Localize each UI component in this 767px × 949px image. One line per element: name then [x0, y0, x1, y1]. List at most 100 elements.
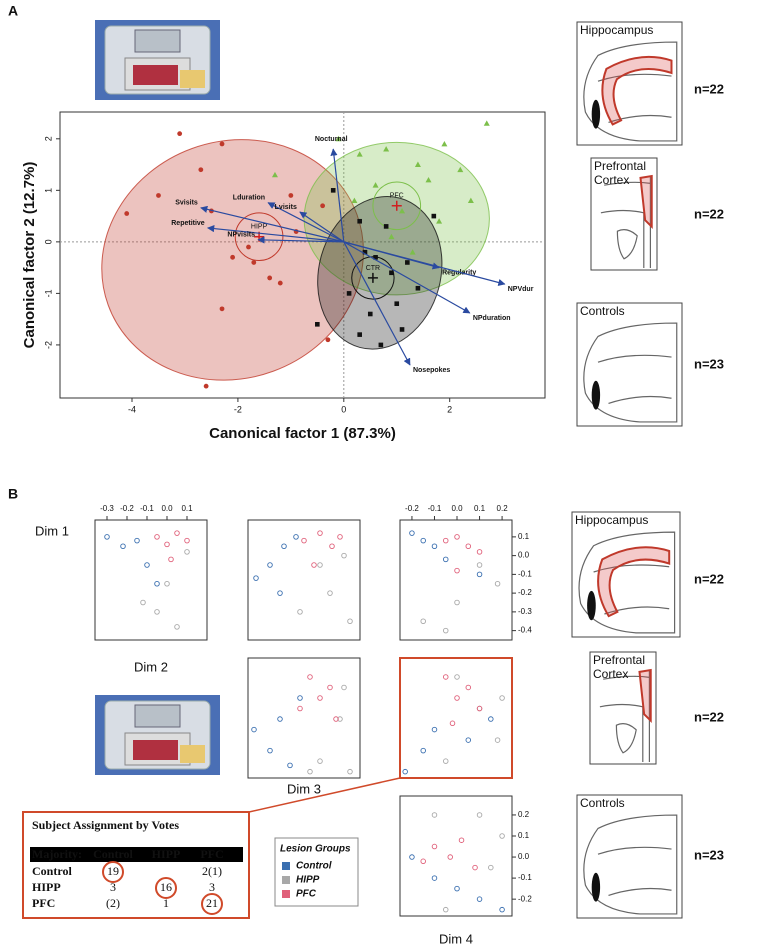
panel-frame — [399, 519, 513, 641]
point — [277, 590, 283, 596]
section-label: Hippocampus — [575, 513, 648, 527]
point — [297, 705, 303, 712]
point — [476, 549, 483, 555]
point — [120, 543, 126, 550]
section-label: Hippocampus — [580, 23, 653, 37]
group-label: CTR — [366, 265, 380, 272]
point — [454, 599, 460, 606]
y-tick-label: -1 — [43, 289, 53, 297]
point — [488, 716, 494, 722]
point — [483, 120, 490, 126]
plot-frame — [59, 111, 546, 399]
point — [164, 581, 170, 587]
point — [184, 537, 190, 544]
dim-label: Dim 1 — [35, 523, 69, 538]
point — [288, 193, 294, 198]
table-header: Control — [93, 847, 133, 861]
x-tick-label: 0.1 — [474, 504, 486, 513]
lesion-area — [598, 547, 669, 616]
loading-arrow — [267, 202, 345, 243]
point — [317, 530, 323, 536]
point — [372, 182, 379, 188]
point — [301, 537, 307, 544]
dim-label: Dim 2 — [134, 659, 168, 674]
point — [449, 720, 456, 727]
section-drawing — [601, 176, 652, 268]
y-tick-label: -0.2 — [518, 588, 532, 597]
point — [373, 255, 378, 260]
point — [476, 562, 483, 568]
table-box — [22, 811, 250, 919]
point — [347, 618, 353, 625]
point — [154, 609, 160, 615]
point — [357, 218, 362, 224]
mean-circle — [372, 181, 422, 231]
group-size: n=22 — [694, 571, 724, 586]
table-cell: 2(1) — [202, 864, 222, 878]
brain-section: Controls — [576, 794, 683, 919]
point — [402, 768, 408, 775]
point — [383, 224, 389, 229]
panel-frame — [94, 519, 208, 641]
point — [154, 534, 160, 540]
point — [431, 726, 438, 733]
point — [330, 188, 336, 193]
point — [357, 332, 362, 337]
y-tick-label: -0.4 — [518, 626, 532, 635]
x-axis-label: Canonical factor 1 (87.3%) — [209, 425, 396, 442]
point — [134, 537, 140, 544]
ventricle — [587, 590, 596, 621]
table-cell: Control — [32, 864, 72, 878]
point — [472, 864, 478, 871]
point — [499, 906, 505, 913]
point — [156, 193, 161, 198]
mean-cross — [391, 200, 402, 211]
point — [431, 875, 438, 881]
loading-label: Nosepokes — [413, 367, 450, 374]
loading-arrow — [330, 148, 345, 242]
loading-arrow — [257, 236, 344, 244]
point — [144, 562, 150, 568]
confidence-ellipse — [317, 195, 443, 350]
group-size: n=22 — [694, 81, 724, 96]
x-tick-label: 2 — [447, 404, 452, 414]
brain-outline — [601, 176, 651, 268]
point — [409, 530, 415, 536]
loading-label: NPvisits — [227, 232, 255, 239]
section-frame — [576, 794, 683, 919]
legend-swatch — [282, 862, 290, 870]
point — [297, 695, 303, 701]
y-tick-label: -0.2 — [518, 894, 532, 903]
point — [394, 301, 400, 306]
point — [307, 768, 313, 775]
diagonal-highlight — [155, 877, 177, 899]
point — [356, 151, 363, 157]
point — [351, 197, 358, 204]
point — [389, 270, 394, 276]
point — [409, 249, 416, 255]
diagonal-highlight — [102, 861, 124, 883]
point — [457, 166, 464, 173]
point — [317, 562, 323, 568]
group-label: HIPP — [251, 224, 268, 231]
y-tick-label: 2 — [43, 136, 53, 141]
x-tick-label: -2 — [234, 404, 242, 414]
point — [219, 306, 225, 312]
point — [442, 906, 449, 913]
point — [447, 854, 454, 860]
point — [465, 684, 472, 691]
section-label: Cortex — [594, 173, 629, 187]
point — [409, 854, 415, 860]
loading-label: Regularity — [442, 269, 476, 276]
table-cell: 3 — [110, 880, 116, 894]
point — [246, 244, 251, 250]
point — [454, 674, 460, 680]
point — [203, 383, 209, 389]
brain-outline — [600, 670, 650, 762]
panel-frame — [247, 657, 361, 779]
point — [271, 171, 278, 178]
point — [467, 197, 474, 204]
point — [431, 213, 437, 219]
